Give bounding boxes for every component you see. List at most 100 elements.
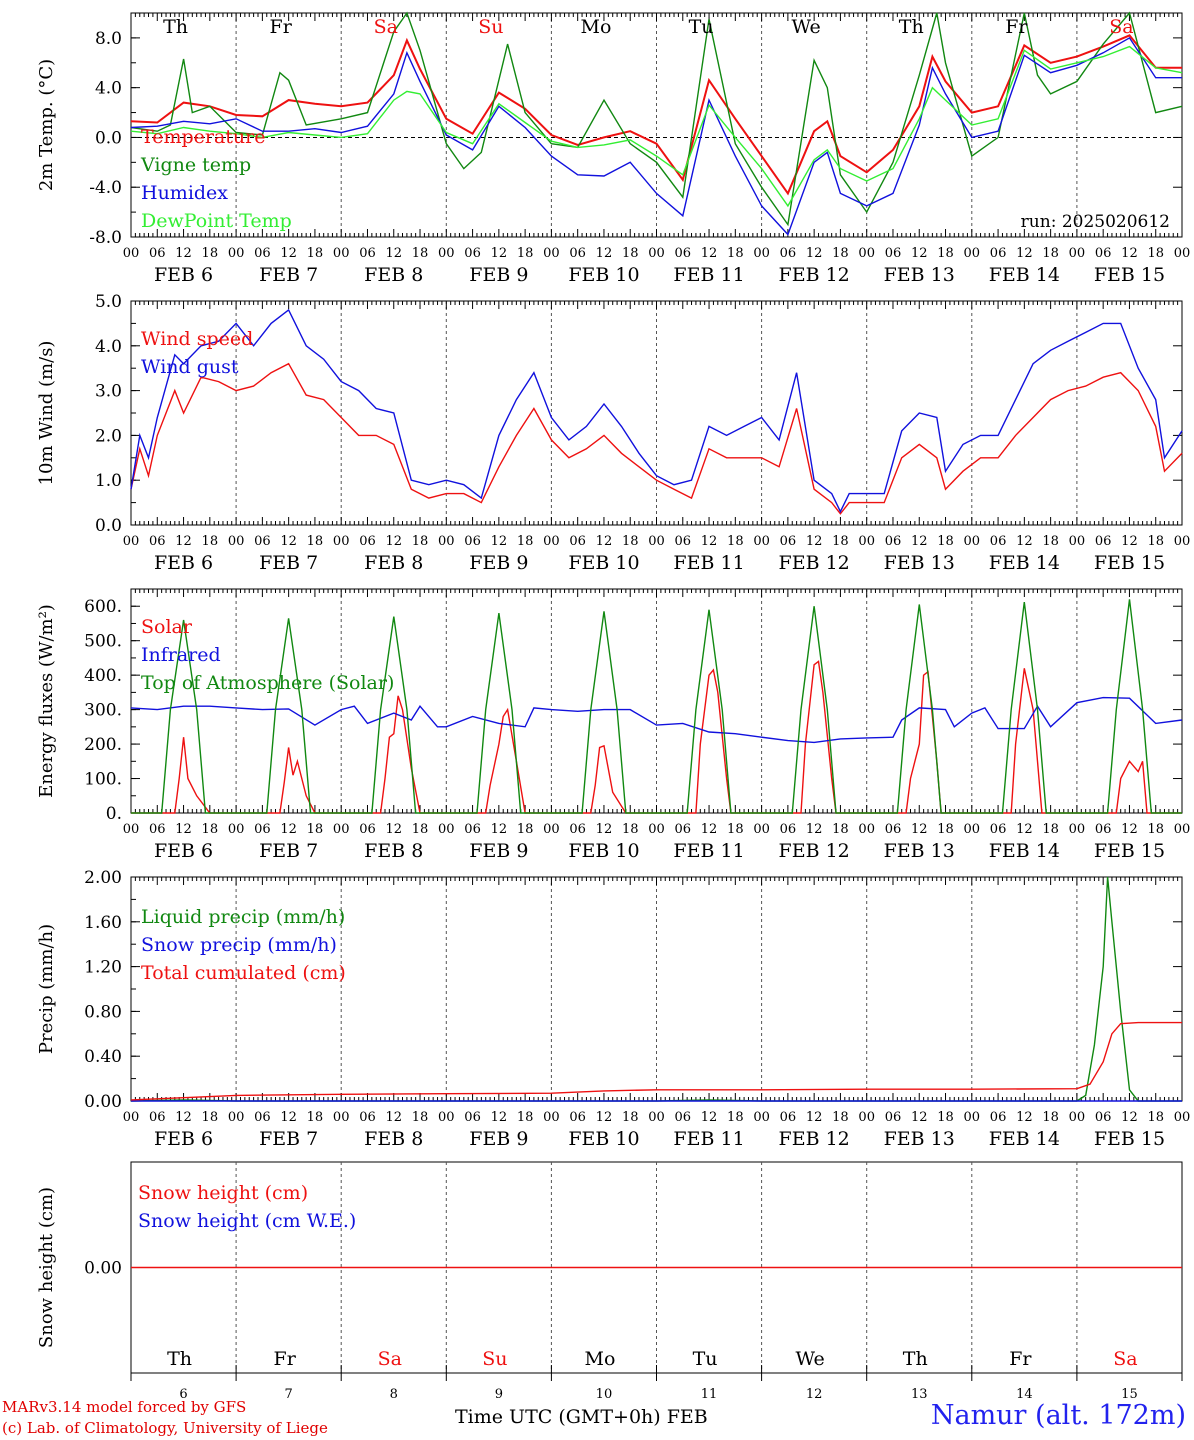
panel-3-date-label: FEB 7 bbox=[259, 1128, 318, 1150]
panel-4-legend-1: Snow height (cm W.E.) bbox=[138, 1210, 356, 1232]
panel-0-hour-label: 06 bbox=[464, 246, 481, 261]
panel-2-hour-label: 00 bbox=[333, 822, 350, 837]
panel-1-hour-label: 18 bbox=[202, 534, 219, 549]
panel-3-legend-2: Total cumulated (cm) bbox=[141, 962, 346, 984]
panel-2-hour-label: 06 bbox=[780, 822, 797, 837]
weekday-label-bottom: Mo bbox=[584, 1348, 615, 1370]
day-number-label: 9 bbox=[495, 1387, 503, 1402]
panel-0-hour-label: 18 bbox=[412, 246, 429, 261]
panel-3-hour-label: 18 bbox=[517, 1110, 534, 1125]
panel-0-date-label: FEB 11 bbox=[673, 264, 744, 286]
panel-0-hour-label: 00 bbox=[438, 246, 455, 261]
panel-3-hour-label: 18 bbox=[1147, 1110, 1164, 1125]
panel-0-hour-label: 00 bbox=[1069, 246, 1086, 261]
panel-1-date-label: FEB 10 bbox=[568, 552, 639, 574]
panel-0-hour-label: 00 bbox=[543, 246, 560, 261]
panel-0-series-1-line bbox=[130, 11, 1183, 227]
day-number-label: 11 bbox=[701, 1387, 718, 1402]
panel-3-hour-label: 18 bbox=[622, 1110, 639, 1125]
panel-1-hour-label: 06 bbox=[780, 534, 797, 549]
panel-3-ytick-label: 1.60 bbox=[84, 913, 122, 933]
panel-0-series-3-line bbox=[130, 45, 1183, 208]
panel-1-hour-label: 12 bbox=[175, 534, 192, 549]
panel-3-date-label: FEB 14 bbox=[989, 1128, 1060, 1150]
panel-1-hour-label: 00 bbox=[543, 534, 560, 549]
panel-2-hour-label: 00 bbox=[543, 822, 560, 837]
panel-1-hour-label: 06 bbox=[149, 534, 166, 549]
panel-1-hour-label: 18 bbox=[517, 534, 534, 549]
panel-2-hour-label: 18 bbox=[517, 822, 534, 837]
day-number-label: 14 bbox=[1016, 1387, 1033, 1402]
panel-3-date-label: FEB 15 bbox=[1094, 1128, 1165, 1150]
panel-1-hour-label: 18 bbox=[307, 534, 324, 549]
panel-1-series-1-line bbox=[130, 308, 1183, 514]
panel-3-hour-label: 12 bbox=[701, 1110, 718, 1125]
panel-2-date-label: FEB 6 bbox=[154, 840, 213, 862]
panel-1-ytick-label: 5.0 bbox=[95, 292, 122, 312]
panel-3-hour-label: 06 bbox=[569, 1110, 586, 1125]
panel-0-hour-label: 06 bbox=[359, 246, 376, 261]
panel-0-date-label: FEB 6 bbox=[154, 264, 213, 286]
panel-0-series-0-line bbox=[130, 34, 1182, 196]
panel-3-hour-label: 12 bbox=[1016, 1110, 1033, 1125]
panel-3-ytick-label: 0.00 bbox=[84, 1092, 122, 1112]
panel-3-hour-label: 12 bbox=[911, 1110, 928, 1125]
panel-2-hour-label: 00 bbox=[753, 822, 770, 837]
panel-2-ytick-label: 600. bbox=[84, 597, 122, 617]
day-number-label: 6 bbox=[179, 1387, 187, 1402]
panel-3-hour-label: 12 bbox=[280, 1110, 297, 1125]
weekday-label-top: Th bbox=[163, 16, 188, 38]
panel-0-hour-label: 06 bbox=[990, 246, 1007, 261]
panel-1-date-label: FEB 6 bbox=[154, 552, 213, 574]
panel-3-date-label: FEB 12 bbox=[779, 1128, 850, 1150]
panel-1-date-label: FEB 8 bbox=[364, 552, 423, 574]
panel-2-date-label: FEB 12 bbox=[779, 840, 850, 862]
panel-1-hour-label: 06 bbox=[1095, 534, 1112, 549]
panel-0-hour-label: 00 bbox=[1174, 246, 1191, 261]
weekday-label-bottom: Fr bbox=[274, 1348, 297, 1370]
panel-1-hour-label: 12 bbox=[911, 534, 928, 549]
panel-0-hour-label: 06 bbox=[780, 246, 797, 261]
panel-1-hour-label: 18 bbox=[937, 534, 954, 549]
panel-2-hour-label: 18 bbox=[727, 822, 744, 837]
panel-2-hour-label: 12 bbox=[491, 822, 508, 837]
weekday-label-top: Mo bbox=[580, 16, 611, 38]
panel-3-ylabel: Precip (mm/h) bbox=[36, 924, 57, 1054]
panel-3-hour-label: 18 bbox=[832, 1110, 849, 1125]
panel-0-date-label: FEB 9 bbox=[469, 264, 528, 286]
panel-0-ytick-label: -8.0 bbox=[89, 228, 122, 248]
day-number-label: 12 bbox=[806, 1387, 823, 1402]
panel-1-hour-label: 06 bbox=[569, 534, 586, 549]
panel-0-hour-label: 00 bbox=[648, 246, 665, 261]
panel-3-hour-label: 12 bbox=[491, 1110, 508, 1125]
panel-1-date-label: FEB 12 bbox=[779, 552, 850, 574]
panel-2-date-label: FEB 7 bbox=[259, 840, 318, 862]
panel-1-hour-label: 12 bbox=[280, 534, 297, 549]
x-axis-month: FEB bbox=[666, 1406, 708, 1428]
panel-2-hour-label: 12 bbox=[806, 822, 823, 837]
panel-0-hour-label: 12 bbox=[596, 246, 613, 261]
panel-4-ylabel: Snow height (cm) bbox=[36, 1187, 57, 1348]
panel-2-series-2-line bbox=[131, 599, 1182, 814]
panel-1-date-label: FEB 14 bbox=[989, 552, 1060, 574]
panel-0-hour-label: 00 bbox=[123, 246, 140, 261]
panel-1-hour-label: 18 bbox=[412, 534, 429, 549]
panel-1-hour-label: 12 bbox=[806, 534, 823, 549]
day-number-label: 7 bbox=[285, 1387, 293, 1402]
panel-1-legend-0: Wind speed bbox=[141, 328, 253, 350]
panel-3-hour-label: 06 bbox=[464, 1110, 481, 1125]
panel-0-hour-label: 12 bbox=[911, 246, 928, 261]
panel-0-ylabel: 2m Temp. (°C) bbox=[36, 59, 57, 191]
panel-1-ytick-label: 1.0 bbox=[95, 471, 122, 491]
panel-3-hour-label: 00 bbox=[964, 1110, 981, 1125]
panel-2-hour-label: 12 bbox=[1016, 822, 1033, 837]
panel-3-date-label: FEB 10 bbox=[568, 1128, 639, 1150]
panel-2-ylabel: Energy fluxes (W/m²) bbox=[36, 604, 57, 798]
panel-0-hour-label: 12 bbox=[491, 246, 508, 261]
panel-0-hour-label: 18 bbox=[937, 246, 954, 261]
panel-2-series-1-line bbox=[130, 696, 1183, 744]
panel-1-hour-label: 00 bbox=[964, 534, 981, 549]
panel-2-date-label: FEB 13 bbox=[884, 840, 955, 862]
panel-2-hour-label: 06 bbox=[885, 822, 902, 837]
